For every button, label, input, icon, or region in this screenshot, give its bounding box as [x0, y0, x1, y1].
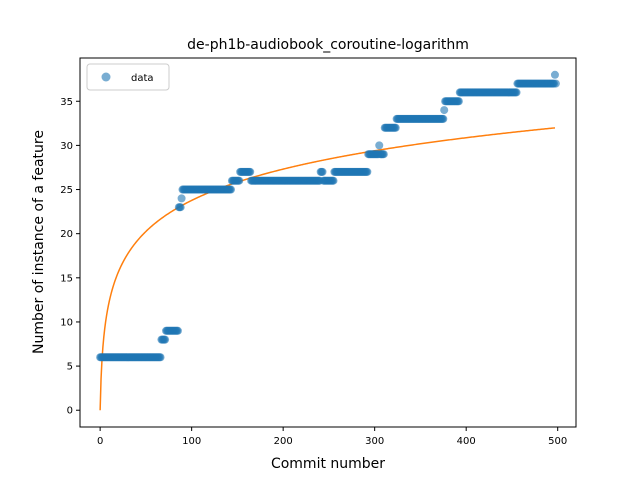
- data-points-layer: [96, 70, 560, 362]
- data-point: [512, 88, 521, 97]
- y-tick-label: 15: [60, 273, 73, 284]
- y-tick-label: 25: [60, 185, 73, 196]
- y-tick-label: 5: [67, 362, 73, 373]
- x-tick-label: 0: [97, 436, 103, 447]
- x-tick-label: 100: [182, 436, 201, 447]
- y-tick-label: 0: [67, 406, 73, 417]
- chart-title: de-ph1b-audiobook_coroutine-logarithm: [187, 37, 469, 53]
- data-point: [391, 123, 400, 132]
- y-tick-label: 35: [60, 97, 73, 108]
- data-point: [176, 203, 185, 212]
- data-point: [379, 150, 388, 159]
- x-tick-label: 300: [365, 436, 384, 447]
- data-point: [440, 106, 449, 115]
- data-point: [329, 176, 338, 185]
- data-point: [363, 167, 372, 176]
- axes: 0 100 200 300 400 500 0 5 10 15 20 25 30 35: [60, 57, 577, 447]
- legend-label-data: data: [131, 73, 154, 84]
- data-point: [318, 167, 327, 176]
- y-tick-label: 20: [60, 229, 73, 240]
- y-tick-label: 30: [60, 141, 73, 152]
- x-axis-label: Commit number: [271, 456, 385, 472]
- y-axis-label: Number of instance of a feature: [31, 130, 47, 354]
- legend-box: [86, 63, 170, 91]
- data-point: [156, 353, 165, 362]
- x-tick-label: 500: [548, 436, 567, 447]
- data-point: [550, 70, 559, 79]
- data-point: [246, 167, 255, 176]
- legend: data: [86, 63, 170, 91]
- data-point: [177, 194, 186, 203]
- y-tick-label: 10: [60, 317, 73, 328]
- data-point: [227, 185, 235, 194]
- data-point: [161, 335, 170, 344]
- data-point: [551, 79, 560, 88]
- data-point: [173, 326, 182, 335]
- data-point: [439, 114, 448, 123]
- legend-marker-data: [101, 72, 111, 82]
- x-tick-label: 200: [274, 436, 293, 447]
- data-point: [235, 176, 244, 185]
- data-point: [454, 97, 463, 106]
- axes-frame: [79, 57, 577, 428]
- data-point: [375, 141, 384, 150]
- x-tick-label: 400: [457, 436, 476, 447]
